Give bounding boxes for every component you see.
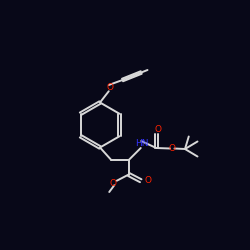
Text: O: O: [106, 83, 114, 92]
Text: O: O: [145, 176, 152, 185]
Text: O: O: [168, 144, 175, 153]
Text: O: O: [109, 179, 116, 188]
Text: HN: HN: [135, 139, 149, 148]
Text: O: O: [155, 126, 162, 134]
